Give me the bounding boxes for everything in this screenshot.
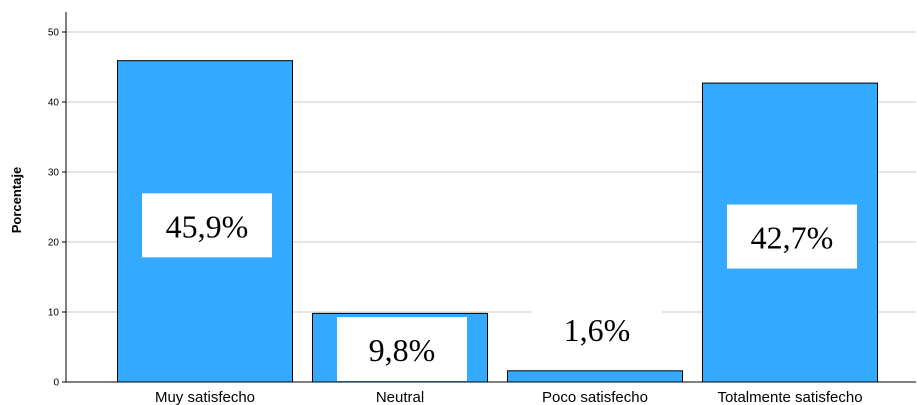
y-tick-label: 10	[48, 308, 60, 319]
y-tick-label: 50	[48, 28, 60, 39]
data-label: 1,6%	[564, 312, 631, 348]
x-category-label: Poco satisfecho	[542, 389, 648, 405]
y-tick-label: 0	[53, 378, 59, 389]
y-tick-label: 40	[48, 98, 60, 109]
data-label-box	[142, 193, 272, 258]
x-axis: Muy satisfecho Neutral Poco satisfecho Tota…	[66, 381, 916, 405]
bars: 45,9% 9,8% 1,6% 42,7%	[117, 60, 878, 383]
bar-poco-satisfecho	[507, 370, 683, 383]
data-label-box	[727, 204, 857, 269]
y-tick-label: 20	[48, 238, 60, 249]
data-label: 42,7%	[751, 220, 834, 256]
data-label-box	[532, 296, 662, 361]
y-axis: 0 10 20 30 40 50	[48, 12, 67, 389]
data-label: 9,8%	[369, 332, 436, 368]
data-label-box	[337, 317, 467, 381]
data-label: 45,9%	[166, 208, 249, 244]
x-category-label: Totalmente satisfecho	[717, 389, 862, 405]
y-axis-title: Porcentaje	[9, 167, 24, 233]
x-category-label: Muy satisfecho	[155, 389, 255, 405]
y-tick-label: 30	[48, 168, 60, 179]
x-category-label: Neutral	[376, 389, 424, 405]
